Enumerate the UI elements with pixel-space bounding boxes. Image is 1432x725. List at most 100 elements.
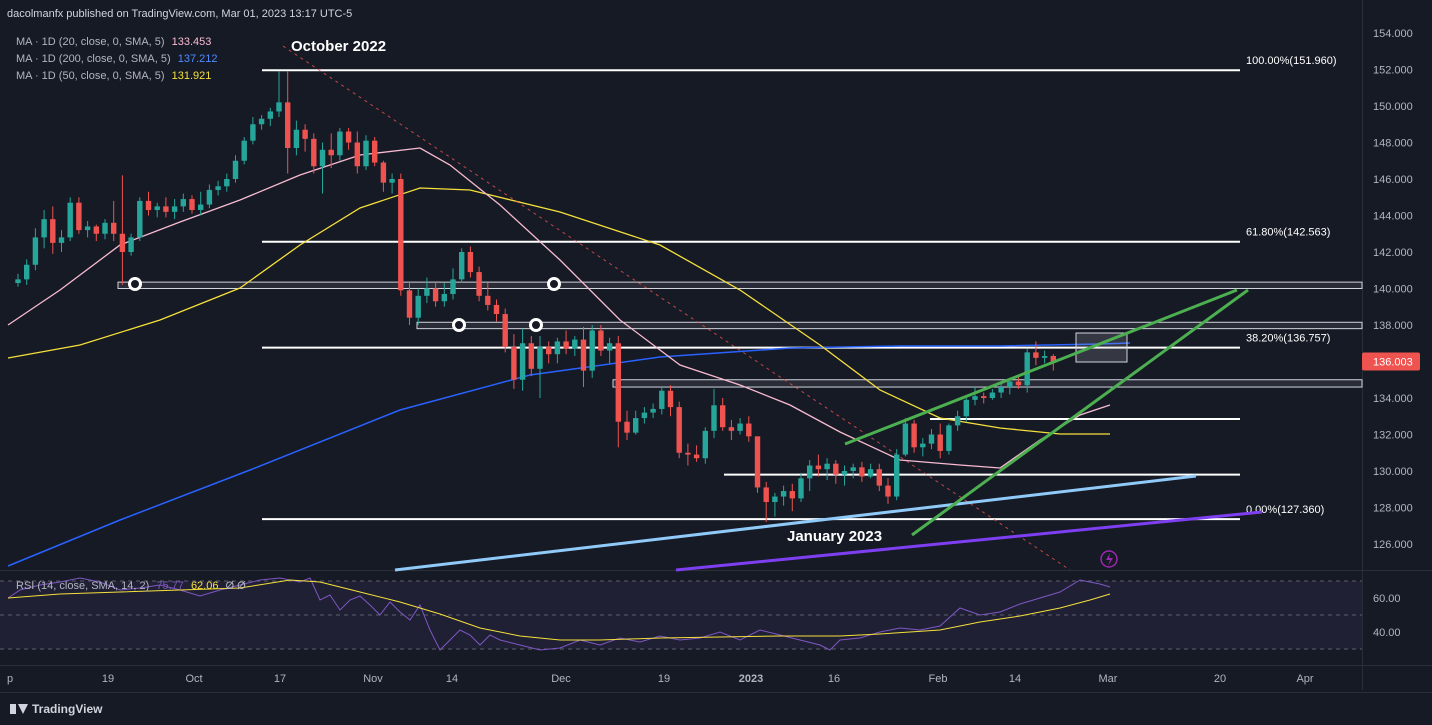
price-axis-label: 128.000: [1373, 503, 1413, 515]
candle-body: [546, 346, 552, 355]
candle-body: [276, 102, 282, 112]
ma200-line: [7, 342, 1131, 567]
candle-body: [15, 279, 21, 284]
candle-body: [519, 343, 526, 380]
candle-body: [285, 102, 291, 148]
candle-body: [867, 469, 874, 477]
price-axis-label: 138.000: [1373, 320, 1413, 332]
candle-body: [345, 131, 352, 143]
support-line-purple: [675, 510, 1263, 572]
candle-body: [641, 412, 648, 419]
candle-body: [763, 487, 769, 503]
rsi-legend[interactable]: RSI (14, close, SMA, 14, 2) 75.77 62.06 …: [16, 580, 246, 592]
price-axis-label: 152.000: [1373, 65, 1413, 77]
candle-body: [398, 179, 404, 291]
last-price-label: 136.003: [1373, 356, 1413, 368]
candle-body: [772, 496, 778, 503]
candle-body: [1007, 381, 1013, 388]
time-axis-label: 14: [446, 673, 458, 685]
candle-body: [1033, 352, 1039, 358]
candle-body: [102, 222, 108, 234]
candle-body: [154, 206, 160, 211]
candle-body: [363, 140, 369, 167]
pivot-marker: [128, 277, 142, 291]
candle-body: [537, 346, 543, 369]
candle-body: [728, 427, 735, 431]
ma50-label: MA · 1D (50, close, 0, SMA, 5): [16, 70, 165, 82]
candle-body: [450, 279, 456, 294]
candle-body: [319, 149, 326, 167]
pivot-marker: [529, 318, 543, 332]
ma200-value: 137.212: [177, 53, 218, 65]
candle-body: [415, 295, 421, 318]
time-axis-label: 20: [1214, 673, 1226, 685]
price-axis-label: 154.000: [1373, 28, 1413, 40]
candle-body: [528, 343, 534, 369]
price-axis-label: 140.000: [1373, 284, 1413, 296]
candle-body: [911, 423, 917, 448]
candle-body: [789, 491, 795, 499]
rsi-line: [7, 577, 1111, 651]
candle-body: [624, 421, 630, 433]
candle-body: [563, 341, 569, 349]
candle-body: [780, 491, 787, 497]
price-axis-label: 146.000: [1373, 174, 1413, 186]
annotation-january: January 2023: [787, 528, 882, 545]
wedge-lower-line: [911, 288, 1249, 537]
candle-body: [511, 346, 517, 380]
candle-body: [502, 314, 508, 347]
candle-body: [232, 160, 239, 179]
price-axis-label: 148.000: [1373, 138, 1413, 150]
candle-body: [76, 202, 82, 231]
ma50-value: 131.921: [171, 70, 212, 82]
time-axis-label: 16: [828, 673, 840, 685]
candle-body: [702, 430, 708, 459]
candle-body: [876, 469, 882, 486]
candle-body: [41, 219, 47, 238]
ma20-line: [7, 147, 1111, 469]
price-axis-label: 126.000: [1373, 539, 1413, 551]
candle-body: [650, 408, 656, 413]
pivot-marker: [452, 318, 466, 332]
annotation-october: October 2022: [291, 38, 386, 55]
ma200-label: MA · 1D (200, close, 0, SMA, 5): [16, 53, 171, 65]
candle-body: [372, 140, 378, 163]
candle-body: [171, 206, 178, 212]
candle-body: [885, 485, 891, 497]
candle-body: [981, 396, 987, 398]
candle-body: [720, 405, 726, 428]
candle-body: [250, 124, 256, 141]
rsi-value-3: Ø Ø: [225, 580, 246, 592]
price-axis-label: 134.000: [1373, 393, 1413, 405]
tradingview-footer[interactable]: TradingView: [10, 702, 102, 716]
candle-body: [589, 330, 595, 371]
candle-body: [667, 390, 674, 408]
candle-body: [798, 478, 804, 499]
tradingview-logo-icon: [10, 704, 28, 714]
candle-body: [946, 425, 952, 451]
ma50-legend[interactable]: MA · 1D (50, close, 0, SMA, 5) 131.921: [16, 70, 211, 82]
candle-body: [24, 264, 30, 280]
candle-body: [737, 423, 743, 431]
candle-body: [746, 423, 752, 437]
candle-body: [293, 129, 300, 148]
ma20-legend[interactable]: MA · 1D (20, close, 0, SMA, 5) 133.453: [16, 36, 211, 48]
time-axis-label: Nov: [363, 673, 383, 685]
time-axis-label: 17: [274, 673, 286, 685]
candle-body: [998, 387, 1004, 393]
candle-body: [328, 149, 334, 156]
candle-body: [467, 252, 474, 273]
candle-body: [824, 463, 830, 470]
candle-body: [633, 418, 639, 433]
candle-body: [58, 237, 65, 243]
candle-body: [1050, 356, 1056, 362]
time-axis-label: p: [7, 673, 13, 685]
candle-body: [928, 434, 935, 444]
time-axis-label: Dec: [551, 673, 571, 685]
candle-body: [119, 233, 126, 252]
candle-body: [841, 471, 848, 475]
publisher-info: dacolmanfx published on TradingView.com,…: [7, 8, 353, 20]
ma200-legend[interactable]: MA · 1D (200, close, 0, SMA, 5) 137.212: [16, 53, 218, 65]
wedge-upper-line: [844, 288, 1238, 446]
